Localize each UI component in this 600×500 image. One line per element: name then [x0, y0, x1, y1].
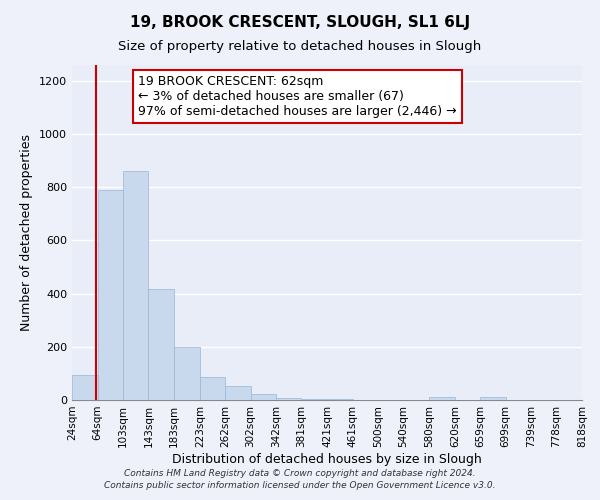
Text: 19, BROOK CRESCENT, SLOUGH, SL1 6LJ: 19, BROOK CRESCENT, SLOUGH, SL1 6LJ — [130, 15, 470, 30]
Bar — [225, 386, 251, 400]
Bar — [98, 190, 123, 400]
Bar — [301, 398, 327, 400]
Bar — [174, 347, 200, 400]
Bar — [251, 394, 276, 400]
Bar — [148, 289, 174, 400]
X-axis label: Distribution of detached houses by size in Slough: Distribution of detached houses by size … — [172, 452, 482, 466]
Text: Contains HM Land Registry data © Crown copyright and database right 2024.
Contai: Contains HM Land Registry data © Crown c… — [104, 468, 496, 490]
Bar — [72, 376, 98, 400]
Bar — [276, 398, 301, 400]
Text: Size of property relative to detached houses in Slough: Size of property relative to detached ho… — [118, 40, 482, 53]
Text: 19 BROOK CRESCENT: 62sqm
← 3% of detached houses are smaller (67)
97% of semi-de: 19 BROOK CRESCENT: 62sqm ← 3% of detache… — [139, 75, 457, 118]
Bar — [123, 171, 148, 400]
Bar — [200, 378, 225, 400]
Y-axis label: Number of detached properties: Number of detached properties — [20, 134, 34, 331]
Bar — [480, 397, 506, 400]
Bar — [429, 397, 455, 400]
